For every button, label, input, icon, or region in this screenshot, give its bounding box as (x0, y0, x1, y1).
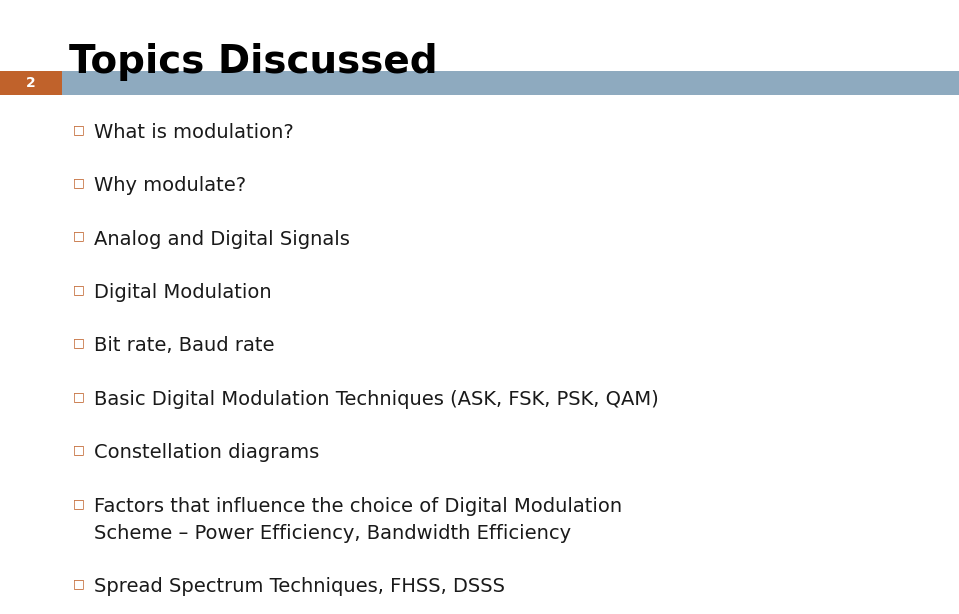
Text: 2: 2 (26, 76, 36, 90)
Text: Why modulate?: Why modulate? (94, 176, 246, 195)
Text: □: □ (73, 577, 84, 590)
Text: What is modulation?: What is modulation? (94, 123, 293, 142)
Text: □: □ (73, 390, 84, 403)
Bar (62, 71, 959, 95)
Text: □: □ (73, 497, 84, 510)
Text: □: □ (73, 283, 84, 296)
Text: □: □ (73, 443, 84, 456)
Text: Spread Spectrum Techniques, FHSS, DSSS: Spread Spectrum Techniques, FHSS, DSSS (94, 577, 505, 596)
Text: Constellation diagrams: Constellation diagrams (94, 443, 319, 462)
Text: □: □ (73, 176, 84, 189)
Text: Scheme – Power Efficiency, Bandwidth Efficiency: Scheme – Power Efficiency, Bandwidth Eff… (94, 524, 572, 543)
Bar (0, 71, 62, 95)
Text: Analog and Digital Signals: Analog and Digital Signals (94, 230, 350, 249)
Text: □: □ (73, 123, 84, 136)
Text: Topics Discussed: Topics Discussed (69, 43, 437, 81)
Text: Basic Digital Modulation Techniques (ASK, FSK, PSK, QAM): Basic Digital Modulation Techniques (ASK… (94, 390, 659, 409)
Text: Bit rate, Baud rate: Bit rate, Baud rate (94, 336, 274, 356)
Text: □: □ (73, 230, 84, 243)
Text: Factors that influence the choice of Digital Modulation: Factors that influence the choice of Dig… (94, 497, 622, 516)
Text: □: □ (73, 336, 84, 349)
Text: Digital Modulation: Digital Modulation (94, 283, 271, 302)
